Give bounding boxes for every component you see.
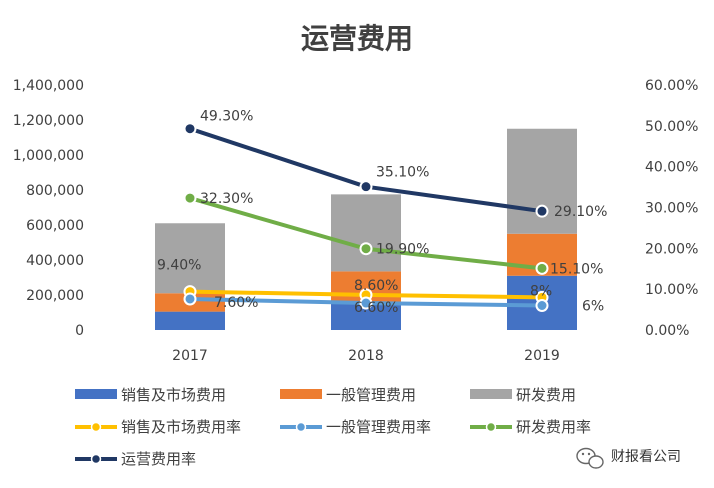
- point-一般管理费用率-2017: [183, 292, 197, 306]
- y-tick-label: 1,400,000: [13, 78, 84, 94]
- legend-swatch-销售及市场费用: [75, 389, 117, 399]
- legend-label-研发费用率: 研发费用率: [516, 418, 591, 436]
- legend-marker-运营费用率: [90, 453, 102, 465]
- chart-title: 运营费用: [301, 22, 413, 55]
- y2-tick-label: 60.00%: [645, 78, 698, 94]
- data-labels: 9.40% 8.60% 8% 7.60% 6.60% 6% 32.30% 19.90% 15.1…: [157, 109, 607, 316]
- y2-axis: 60.00% 50.00% 40.00% 30.00% 20.00% 10.00% 0.00…: [645, 78, 698, 339]
- legend-marker-一般管理费用率: [295, 421, 307, 433]
- data-label-运营费用率: 35.10%: [376, 165, 429, 181]
- lines: [183, 122, 549, 312]
- bar-研发费用-2018: [331, 194, 401, 272]
- bar-销售及市场费用-2017: [155, 311, 225, 330]
- point-研发费用率-2018: [359, 242, 373, 256]
- y-axis: 1,400,000 1,200,000 1,000,000 800,000 600,00…: [13, 78, 84, 339]
- y2-tick-label: 30.00%: [645, 201, 698, 217]
- data-label-运营费用率: 29.10%: [554, 204, 607, 220]
- point-研发费用率-2019: [535, 261, 549, 275]
- y-tick-label: 600,000: [26, 218, 84, 234]
- legend-marker-销售及市场费用率: [90, 421, 102, 433]
- x-tick-label: 2019: [524, 348, 560, 364]
- data-label-研发费用率: 19.90%: [376, 242, 429, 258]
- watermark-text: 财报看公司: [611, 449, 681, 465]
- data-label-销售及市场费用率: 8.60%: [354, 278, 398, 294]
- data-label-销售及市场费用率: 8%: [530, 283, 552, 299]
- y2-tick-label: 20.00%: [645, 241, 698, 257]
- y-tick-label: 1,200,000: [13, 113, 84, 129]
- data-label-一般管理费用率: 6%: [582, 299, 604, 315]
- legend-label-销售及市场费用率: 销售及市场费用率: [121, 418, 241, 436]
- point-一般管理费用率-2019: [535, 299, 549, 312]
- data-label-销售及市场费用率: 9.40%: [157, 258, 201, 274]
- legend-swatch-一般管理费用: [280, 389, 322, 399]
- y-tick-label: 1,000,000: [13, 148, 84, 164]
- y-tick-label: 0: [75, 323, 84, 339]
- y2-tick-label: 0.00%: [645, 323, 689, 339]
- y-tick-label: 800,000: [26, 183, 84, 199]
- y2-tick-label: 10.00%: [645, 282, 698, 298]
- legend-label-一般管理费用: 一般管理费用: [326, 386, 416, 404]
- legend-marker-研发费用率: [485, 421, 497, 433]
- point-一般管理费用率-2018: [359, 296, 373, 310]
- data-label-运营费用率: 49.30%: [200, 109, 253, 125]
- legend-label-销售及市场费用: 销售及市场费用: [121, 386, 226, 404]
- watermark: 财报看公司: [576, 447, 681, 469]
- legend-label-一般管理费用率: 一般管理费用率: [326, 418, 431, 436]
- data-label-一般管理费用率: 6.60%: [354, 300, 398, 316]
- point-运营费用率-2018: [359, 180, 373, 194]
- point-研发费用率-2017: [183, 191, 197, 205]
- y2-tick-label: 50.00%: [645, 119, 698, 135]
- y2-tick-label: 40.00%: [645, 160, 698, 176]
- data-label-研发费用率: 32.30%: [200, 191, 253, 207]
- data-label-研发费用率: 15.10%: [550, 261, 603, 277]
- point-运营费用率-2019: [535, 204, 549, 218]
- x-axis: 2017 2018 2019: [172, 348, 560, 364]
- bar-研发费用-2017: [155, 223, 225, 294]
- legend-label-研发费用: 研发费用: [516, 386, 576, 404]
- data-label-一般管理费用率: 7.60%: [214, 295, 258, 311]
- y-tick-label: 400,000: [26, 253, 84, 269]
- y-tick-label: 200,000: [26, 288, 84, 304]
- x-tick-label: 2017: [172, 348, 208, 364]
- legend-label-运营费用率: 运营费用率: [121, 450, 196, 468]
- point-运营费用率-2017: [183, 122, 197, 136]
- x-tick-label: 2018: [348, 348, 384, 364]
- legend-swatch-研发费用: [470, 389, 512, 399]
- wechat-icon: [576, 447, 604, 469]
